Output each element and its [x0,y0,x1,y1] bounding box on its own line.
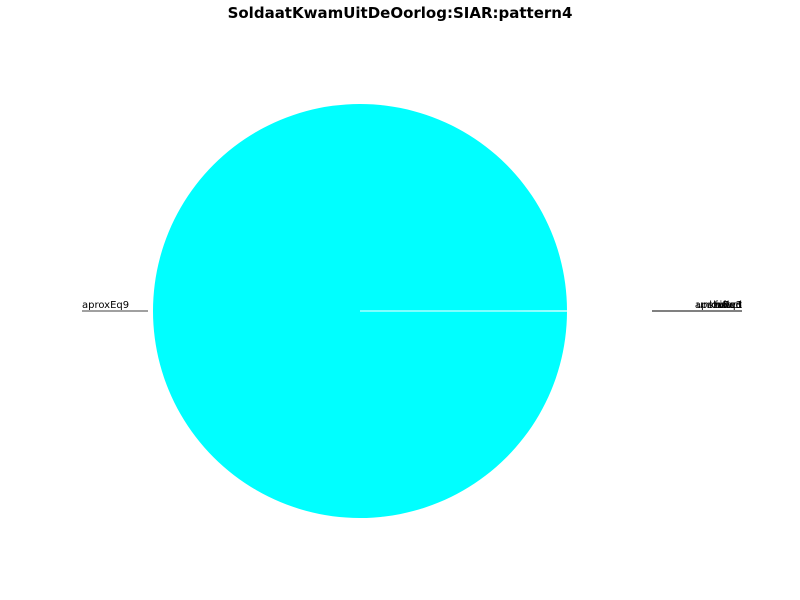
chart-title: SoldaatKwamUitDeOorlog:SIAR:pattern4 [227,4,573,22]
slice-label-failed: failed [714,300,742,311]
pie-slice-aproxEq9 [153,103,567,518]
slice-label-shifted: shifted [708,300,742,311]
slice-labels: aproxEq9 unknownexactaproxEq3shiftedfaile… [82,300,742,311]
slice-label-aproxEq3: aproxEq3 [695,300,742,311]
slice-label-unknown: unknown [697,300,742,311]
slice-label-exact: exact [715,300,743,311]
slice-label-aproxEq9: aproxEq9 [82,300,129,311]
pie-slices [153,103,568,518]
